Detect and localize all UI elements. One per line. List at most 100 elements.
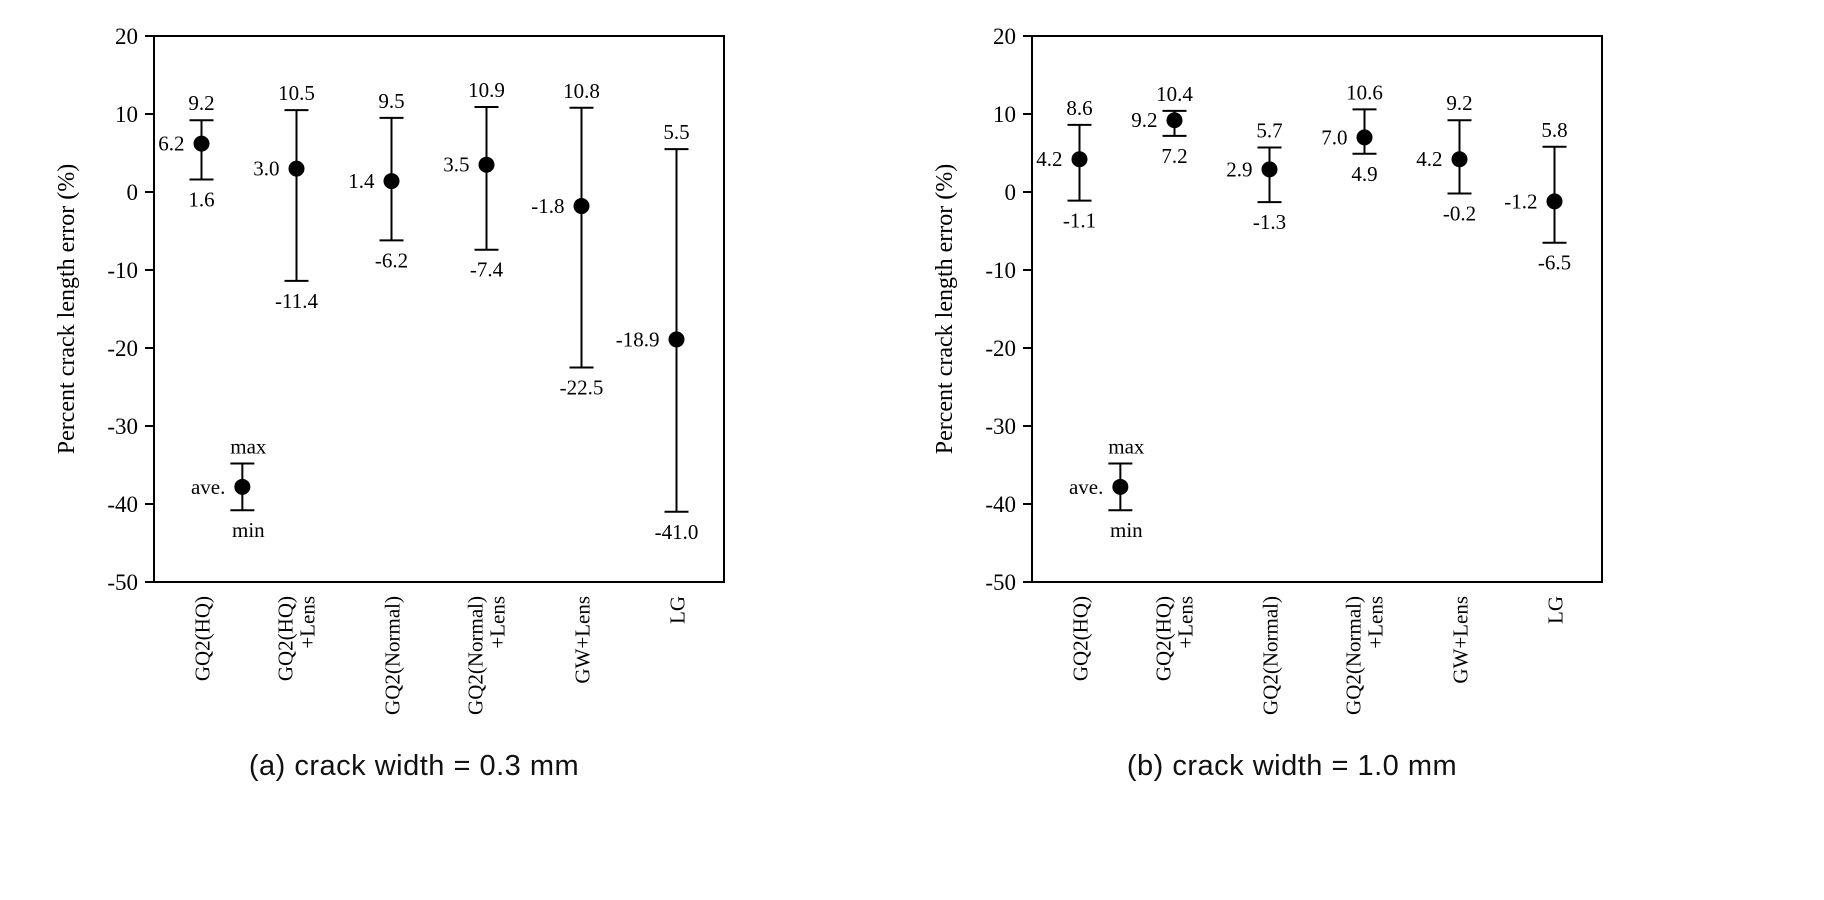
errorbar-1: 10.5 3.0 -11.4 (253, 81, 318, 313)
figure: 20 10 0 -10 -20 -30 -40 -50 Percent crack length… (34, 14, 1672, 783)
legend-ave-label: ave. (191, 475, 225, 499)
chart-b: 20 10 0 -10 -20 -30 -40 -50 Percent crack length… (912, 14, 1672, 783)
x-category-label-line: GQ2(Normal) (464, 596, 488, 715)
ave-value-label: 7.0 (1321, 125, 1347, 149)
errorbar-2: 5.72.9 -1.3 (1226, 119, 1286, 235)
x-category-label: GQ2(Normal) (1259, 596, 1283, 715)
errorbar-4: 9.2 4.2 -0.2 (1416, 91, 1476, 225)
min-value-label: -6.5 (1538, 251, 1571, 275)
min-value-label: 7.2 (1161, 144, 1187, 168)
max-value-label: 5.5 (663, 120, 689, 144)
max-value-label: 10.8 (563, 79, 600, 103)
ave-value-label: 4.2 (1416, 147, 1442, 171)
min-value-label: 4.9 (1351, 162, 1377, 186)
ave-point (1356, 129, 1373, 146)
errorbar-3: 10.9 3.5 -7.4 (443, 78, 505, 282)
x-category-label-line: GQ2(HQ) (1152, 596, 1176, 681)
ave-point (1071, 151, 1088, 168)
max-value-label: 10.4 (1156, 82, 1193, 106)
ave-point (383, 173, 400, 190)
min-value-label: -1.1 (1063, 209, 1096, 233)
max-value-label: 9.2 (1446, 91, 1472, 115)
max-value-label: 8.6 (1066, 96, 1092, 120)
ave-value-label: 3.0 (253, 157, 279, 181)
x-category-label-line: LG (666, 596, 690, 624)
x-category-label: GQ2(Normal)+Lens (464, 596, 510, 715)
max-value-label: 10.5 (278, 81, 315, 105)
chart-a-caption: (a) crack width = 0.3 mm (248, 750, 580, 782)
y-tick-label: -10 (107, 258, 138, 283)
ave-value-label: 1.4 (348, 169, 375, 193)
min-value-label: 1.6 (188, 188, 214, 212)
legend-min-label: min (1110, 518, 1143, 542)
y-tick-label: -40 (985, 492, 1016, 517)
x-category-label-line: GQ2(HQ) (1069, 596, 1093, 681)
y-axis-title: Percent crack length error (%) (932, 164, 958, 455)
max-value-label: 5.8 (1541, 118, 1567, 142)
legend-ave-point (234, 478, 251, 495)
chart-svg: 20 10 0 -10 -20 -30 -40 -50 Percent crack length… (54, 24, 725, 715)
x-category-label: GQ2(HQ) (1069, 596, 1093, 681)
y-tick-label: -40 (107, 492, 138, 517)
x-category-label: GQ2(HQ)+Lens (1152, 596, 1198, 681)
errorbar-5: 5.8 -1.2 -6.5 (1504, 118, 1571, 275)
y-tick-label: -50 (107, 570, 138, 595)
x-category-label-line: +Lens (296, 596, 320, 649)
y-tick-label: -20 (107, 336, 138, 361)
min-value-label: -22.5 (560, 376, 604, 400)
x-category-label-line: GQ2(Normal) (381, 596, 405, 715)
errorbar-4: 10.8 -1.8 -22.5 (531, 79, 603, 400)
ave-point (668, 331, 685, 348)
plot-box (1031, 35, 1603, 583)
chart-a-plot: 20 10 0 -10 -20 -30 -40 -50 Percent crack length… (34, 14, 794, 726)
y-tick-label: 0 (127, 180, 139, 205)
y-tick-label: -50 (985, 570, 1016, 595)
y-tick-label: 10 (115, 102, 138, 127)
min-value-label: -7.4 (470, 258, 504, 282)
legend-min-label: min (232, 518, 265, 542)
x-category-label: LG (1544, 596, 1568, 624)
min-value-label: -1.3 (1253, 210, 1286, 234)
max-value-label: 10.6 (1346, 80, 1383, 104)
y-tick-label: -30 (107, 414, 138, 439)
chart-a: 20 10 0 -10 -20 -30 -40 -50 Percent crack length… (34, 14, 794, 783)
x-category-label-line: GQ2(HQ) (274, 596, 298, 681)
legend-max-label: max (1108, 434, 1145, 458)
x-category-label-line: GQ2(Normal) (1259, 596, 1283, 715)
ave-point (1451, 151, 1468, 168)
ave-point (288, 160, 305, 177)
min-value-label: -41.0 (655, 520, 699, 544)
errorbar-5: 5.5 -18.9 -41.0 (616, 120, 699, 544)
y-axis-title: Percent crack length error (%) (54, 164, 80, 455)
y-tick-label: 20 (115, 24, 138, 49)
errorbar-1: 10.49.27.2 (1131, 82, 1193, 168)
x-category-label-line: GW+Lens (571, 596, 595, 684)
ave-value-label: -18.9 (616, 327, 660, 351)
x-category-label: GQ2(HQ)+Lens (274, 596, 320, 681)
legend-max-label: max (230, 434, 267, 458)
min-value-label: -6.2 (375, 248, 408, 272)
ave-value-label: -1.8 (531, 194, 564, 218)
y-tick-label: 10 (993, 102, 1016, 127)
errorbar-3: 10.6 7.04.9 (1321, 80, 1383, 185)
ave-point (478, 156, 495, 173)
x-category-label-line: GQ2(Normal) (1342, 596, 1366, 715)
x-category-label: GQ2(HQ) (191, 596, 215, 681)
chart-svg: 20 10 0 -10 -20 -30 -40 -50 Percent crack length… (932, 24, 1603, 715)
ave-value-label: 4.2 (1036, 147, 1062, 171)
x-category-label-line: GW+Lens (1449, 596, 1473, 684)
x-category-label-line: +Lens (1174, 596, 1198, 649)
x-category-label-line: GQ2(HQ) (191, 596, 215, 681)
y-tick-label: 0 (1005, 180, 1017, 205)
plot-box (153, 35, 725, 583)
x-category-label: LG (666, 596, 690, 624)
errorbar-2: 9.5 1.4 -6.2 (348, 89, 408, 272)
ave-value-label: -1.2 (1504, 189, 1537, 213)
x-category-label-line: +Lens (486, 596, 510, 649)
errorbar-0: 9.26.2 1.6 (158, 91, 214, 211)
x-category-label: GQ2(Normal)+Lens (1342, 596, 1388, 715)
max-value-label: 9.5 (378, 89, 404, 113)
chart-b-plot: 20 10 0 -10 -20 -30 -40 -50 Percent crack length… (912, 14, 1672, 726)
ave-point (1261, 161, 1278, 178)
